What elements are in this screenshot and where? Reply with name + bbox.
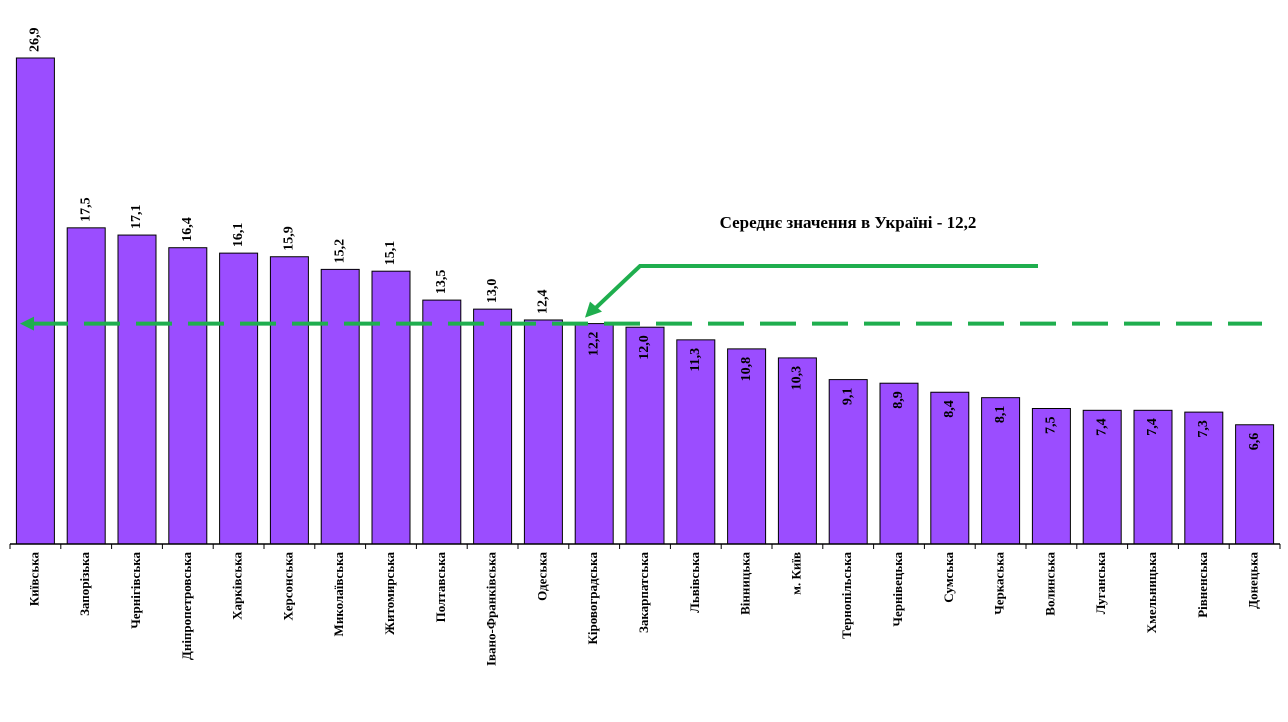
bar — [930, 391, 970, 545]
value-label: 13,5 — [434, 270, 449, 295]
value-label: 11,3 — [688, 348, 703, 372]
bar — [523, 319, 563, 545]
bar — [219, 252, 259, 545]
x-tick-label: Дніпропетровська — [179, 552, 194, 661]
x-tick-label: Львівська — [687, 552, 702, 613]
value-label: 13,0 — [485, 279, 500, 303]
x-tick-label: Волинська — [1042, 552, 1057, 616]
bar — [625, 326, 665, 545]
x-tick-label: Івано-Франківська — [484, 552, 499, 667]
value-label: 8,1 — [993, 406, 1008, 424]
value-label: 8,9 — [891, 391, 906, 409]
value-label: 12,0 — [637, 335, 652, 360]
bar — [727, 348, 767, 545]
x-tick-label: Миколаївська — [331, 552, 346, 637]
bar — [1133, 409, 1173, 545]
x-tick-label: Херсонська — [280, 552, 295, 621]
value-label: 15,2 — [332, 239, 347, 264]
value-label: 12,4 — [536, 289, 551, 314]
x-tick-label: Харківська — [230, 552, 245, 620]
bar — [473, 308, 513, 545]
value-label: 16,1 — [231, 223, 246, 248]
bar — [422, 299, 462, 545]
value-label: 15,9 — [282, 226, 297, 251]
x-tick-label: Черкаська — [992, 552, 1007, 615]
x-tick-label: Полтавська — [433, 552, 448, 623]
bar — [828, 379, 868, 545]
annotation-arrowhead — [585, 301, 602, 318]
value-label: 7,4 — [1145, 418, 1160, 436]
value-label: 16,4 — [180, 217, 195, 242]
x-tick-label: Тернопільська — [839, 552, 854, 639]
value-label: 7,4 — [1094, 418, 1109, 436]
x-tick-label: Кіровоградська — [585, 552, 600, 645]
value-label: 17,5 — [78, 197, 93, 222]
bar — [66, 227, 106, 545]
bar — [1235, 424, 1275, 545]
bar — [1082, 409, 1122, 545]
value-label: 10,8 — [739, 357, 754, 382]
value-label: 15,1 — [383, 241, 398, 266]
value-label: 9,1 — [840, 388, 855, 406]
average-arrowhead — [20, 316, 34, 331]
annotation-arrow — [592, 264, 1038, 312]
x-tick-label: Хмельницька — [1144, 552, 1159, 634]
x-tick-label: Вінницька — [738, 552, 753, 615]
bar — [117, 234, 157, 545]
bar — [168, 247, 208, 545]
x-tick-label: Донецька — [1246, 552, 1261, 609]
x-tick-label: м. Київ — [788, 552, 803, 595]
bar — [320, 268, 360, 545]
x-tick-label: Рівненська — [1195, 552, 1210, 618]
x-tick-label: Житомирська — [382, 552, 397, 635]
bar — [269, 256, 309, 545]
x-tick-label: Луганська — [1093, 552, 1108, 615]
value-label: 17,1 — [129, 205, 144, 230]
x-tick-label: Запорізька — [77, 552, 92, 616]
x-tick-label: Чернігівська — [128, 552, 143, 629]
bar — [574, 323, 614, 545]
value-label: 8,4 — [942, 400, 957, 418]
bar — [15, 57, 55, 545]
x-tick-label: Сумська — [941, 552, 956, 603]
value-label: 7,3 — [1196, 420, 1211, 438]
bar — [676, 339, 716, 545]
value-label: 10,3 — [790, 366, 805, 391]
bar — [371, 270, 411, 545]
value-label: 6,6 — [1247, 433, 1262, 451]
annotation: Середнє значення в Україні - 12,2 — [720, 213, 977, 232]
x-tick-label: Чернівецька — [890, 552, 905, 627]
bar — [1031, 408, 1071, 545]
x-tick-label: Одеська — [534, 552, 549, 601]
value-label: 12,2 — [586, 332, 601, 357]
x-tick-label: Київська — [26, 552, 41, 607]
value-label: 26,9 — [28, 28, 43, 53]
x-tick-label: Закарпатська — [636, 552, 651, 634]
value-label: 7,5 — [1044, 417, 1059, 435]
